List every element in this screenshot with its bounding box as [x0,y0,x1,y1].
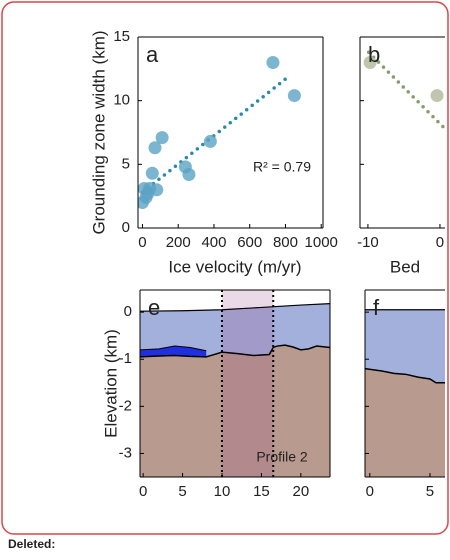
point [266,55,280,69]
point [145,166,159,180]
x-tick-label: 15 [253,483,270,500]
x-tick-label: 0 [366,483,374,500]
y-tick-label: 0 [122,219,130,236]
bedrock [140,345,330,477]
x-tick-label: 200 [166,234,191,251]
point [155,131,169,145]
panel-label: e [148,295,160,320]
plot-area [138,55,301,210]
y-tick-label: 5 [122,155,130,172]
x-axis-label: Ice velocity (m/yr) [168,257,301,276]
x-tick-label: 10 [214,483,231,500]
x-tick-label: 5 [426,483,434,500]
plot-area [363,50,445,131]
point [182,168,196,182]
y-tick-label: 10 [113,92,130,109]
y-tick-label: 0 [124,303,132,320]
x-tick-label: -10 [357,234,379,251]
x-tick-label: 1000 [305,234,338,251]
x-tick-label: 5 [178,483,186,500]
point [363,55,377,69]
ice [365,309,445,383]
x-tick-label: 0 [436,234,444,251]
y-tick-label: -3 [119,444,132,461]
x-tick-label: 800 [273,234,298,251]
y-tick-label: -2 [119,397,132,414]
x-tick-label: 0 [139,483,147,500]
trend-line [140,77,288,195]
surface-line [140,303,330,312]
water [140,346,207,357]
shaded-region [221,290,274,477]
x-tick-label: 0 [138,234,146,251]
trend-line [366,50,445,131]
plot-area [140,290,330,477]
panel-label: b [368,42,380,67]
point [430,89,444,103]
point [287,89,301,103]
x-tick-label: 20 [292,483,309,500]
panel-label: f [373,295,380,320]
y-tick-label: -1 [119,350,132,367]
y-tick-label: 15 [113,28,130,45]
x-axis-label: Bed [390,257,420,276]
panel-label: a [146,42,159,67]
plot-area [365,309,445,477]
water-top [140,345,207,352]
y-axis-label: Elevation (km) [101,329,120,438]
point [150,183,164,197]
x-tick-label: 600 [237,234,262,251]
bed-line [365,367,445,384]
bedrock [365,368,445,477]
x-tick-label: 400 [201,234,226,251]
ice [140,303,330,357]
frame [1,1,449,535]
bed-line [140,344,330,358]
y-axis-label: Grounding zone width (km) [89,30,108,234]
annotation: R² = 0.79 [253,159,311,175]
point [203,134,217,148]
point [148,141,162,155]
annotation: Profile 2 [256,449,308,465]
footer-label: Deleted: [8,537,55,551]
